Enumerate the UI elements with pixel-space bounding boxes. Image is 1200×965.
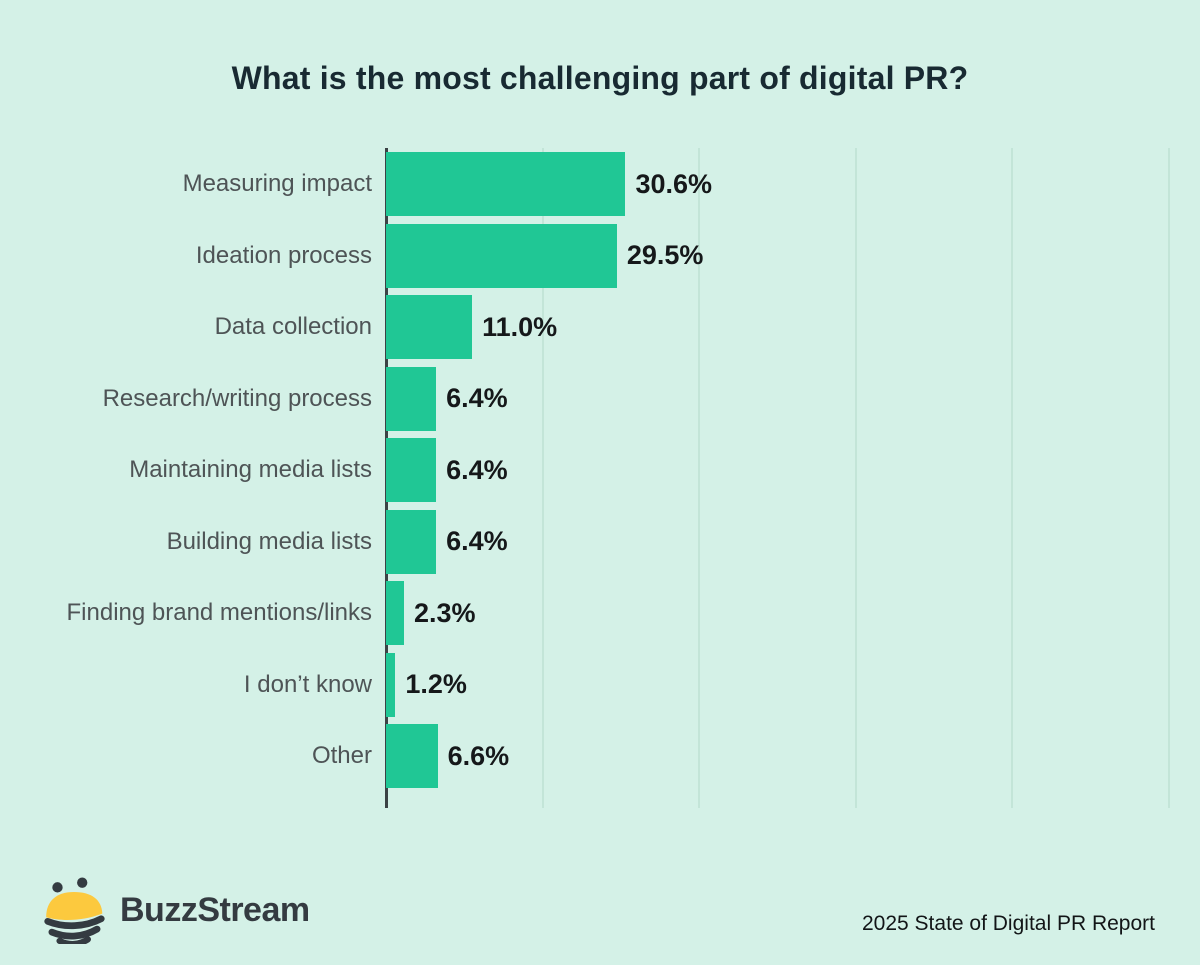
category-label: Data collection (214, 313, 372, 340)
value-label: 6.4% (446, 526, 508, 556)
buzzstream-logo: BuzzStream (44, 876, 310, 944)
gridline-80pct (1011, 148, 1013, 808)
gridline-60pct (854, 148, 857, 808)
chart-row-2: Data collection 11.0% (0, 295, 1200, 359)
value-label: 6.6% (447, 740, 510, 771)
buzzstream-bee-icon (44, 877, 105, 944)
report-credit: 2025 State of Digital PR Report (862, 912, 1155, 935)
value-label: 29.5% (626, 240, 704, 270)
value-label: 11.0% (482, 311, 558, 342)
category-label: Other (311, 742, 372, 769)
chart-row-8: Other 6.6% (0, 724, 1200, 788)
bar-segment (386, 581, 404, 645)
chart-row-3: Research/writing process 6.4% (0, 366, 1200, 431)
bar-segment (386, 223, 617, 288)
category-label: Ideation process (195, 241, 372, 269)
bar-segment (386, 509, 437, 574)
category-label: Finding brand mentions/links (66, 599, 373, 626)
bar-segment (386, 724, 438, 788)
value-label: 6.4% (446, 454, 508, 485)
gridline-40pct (698, 148, 700, 808)
value-label: 1.2% (405, 669, 467, 699)
category-label: Research/writing process (102, 384, 372, 412)
value-label: 30.6% (635, 168, 712, 199)
gridline-20pct (541, 148, 544, 808)
chart-rows: Measuring impact 30.6% Ideation process 29.… (0, 152, 1200, 796)
buzzstream-wordmark: BuzzStream (120, 890, 310, 929)
value-label: 2.3% (413, 597, 476, 628)
bar-segment (386, 652, 396, 717)
value-label: 6.4% (446, 383, 508, 413)
chart-row-4: Maintaining media lists 6.4% (0, 438, 1200, 502)
chart-row-7: I don’t know 1.2% (0, 652, 1200, 717)
gridline-100pct (1167, 148, 1170, 808)
category-label: Maintaining media lists (129, 456, 372, 483)
bar-segment (386, 152, 626, 216)
category-label: Measuring impact (182, 170, 372, 197)
chart-title: What is the most challenging part of dig… (231, 60, 969, 96)
chart-row-0: Measuring impact 30.6% (0, 152, 1200, 216)
bar-segment (386, 295, 473, 359)
bar-segment (386, 438, 437, 502)
chart-row-1: Ideation process 29.5% (0, 223, 1200, 288)
category-label: I don’t know (243, 670, 372, 698)
bar-segment (386, 366, 437, 431)
category-label: Building media lists (166, 527, 372, 555)
chart-row-5: Building media lists 6.4% (0, 509, 1200, 574)
chart-row-6: Finding brand mentions/links 2.3% (0, 581, 1200, 645)
